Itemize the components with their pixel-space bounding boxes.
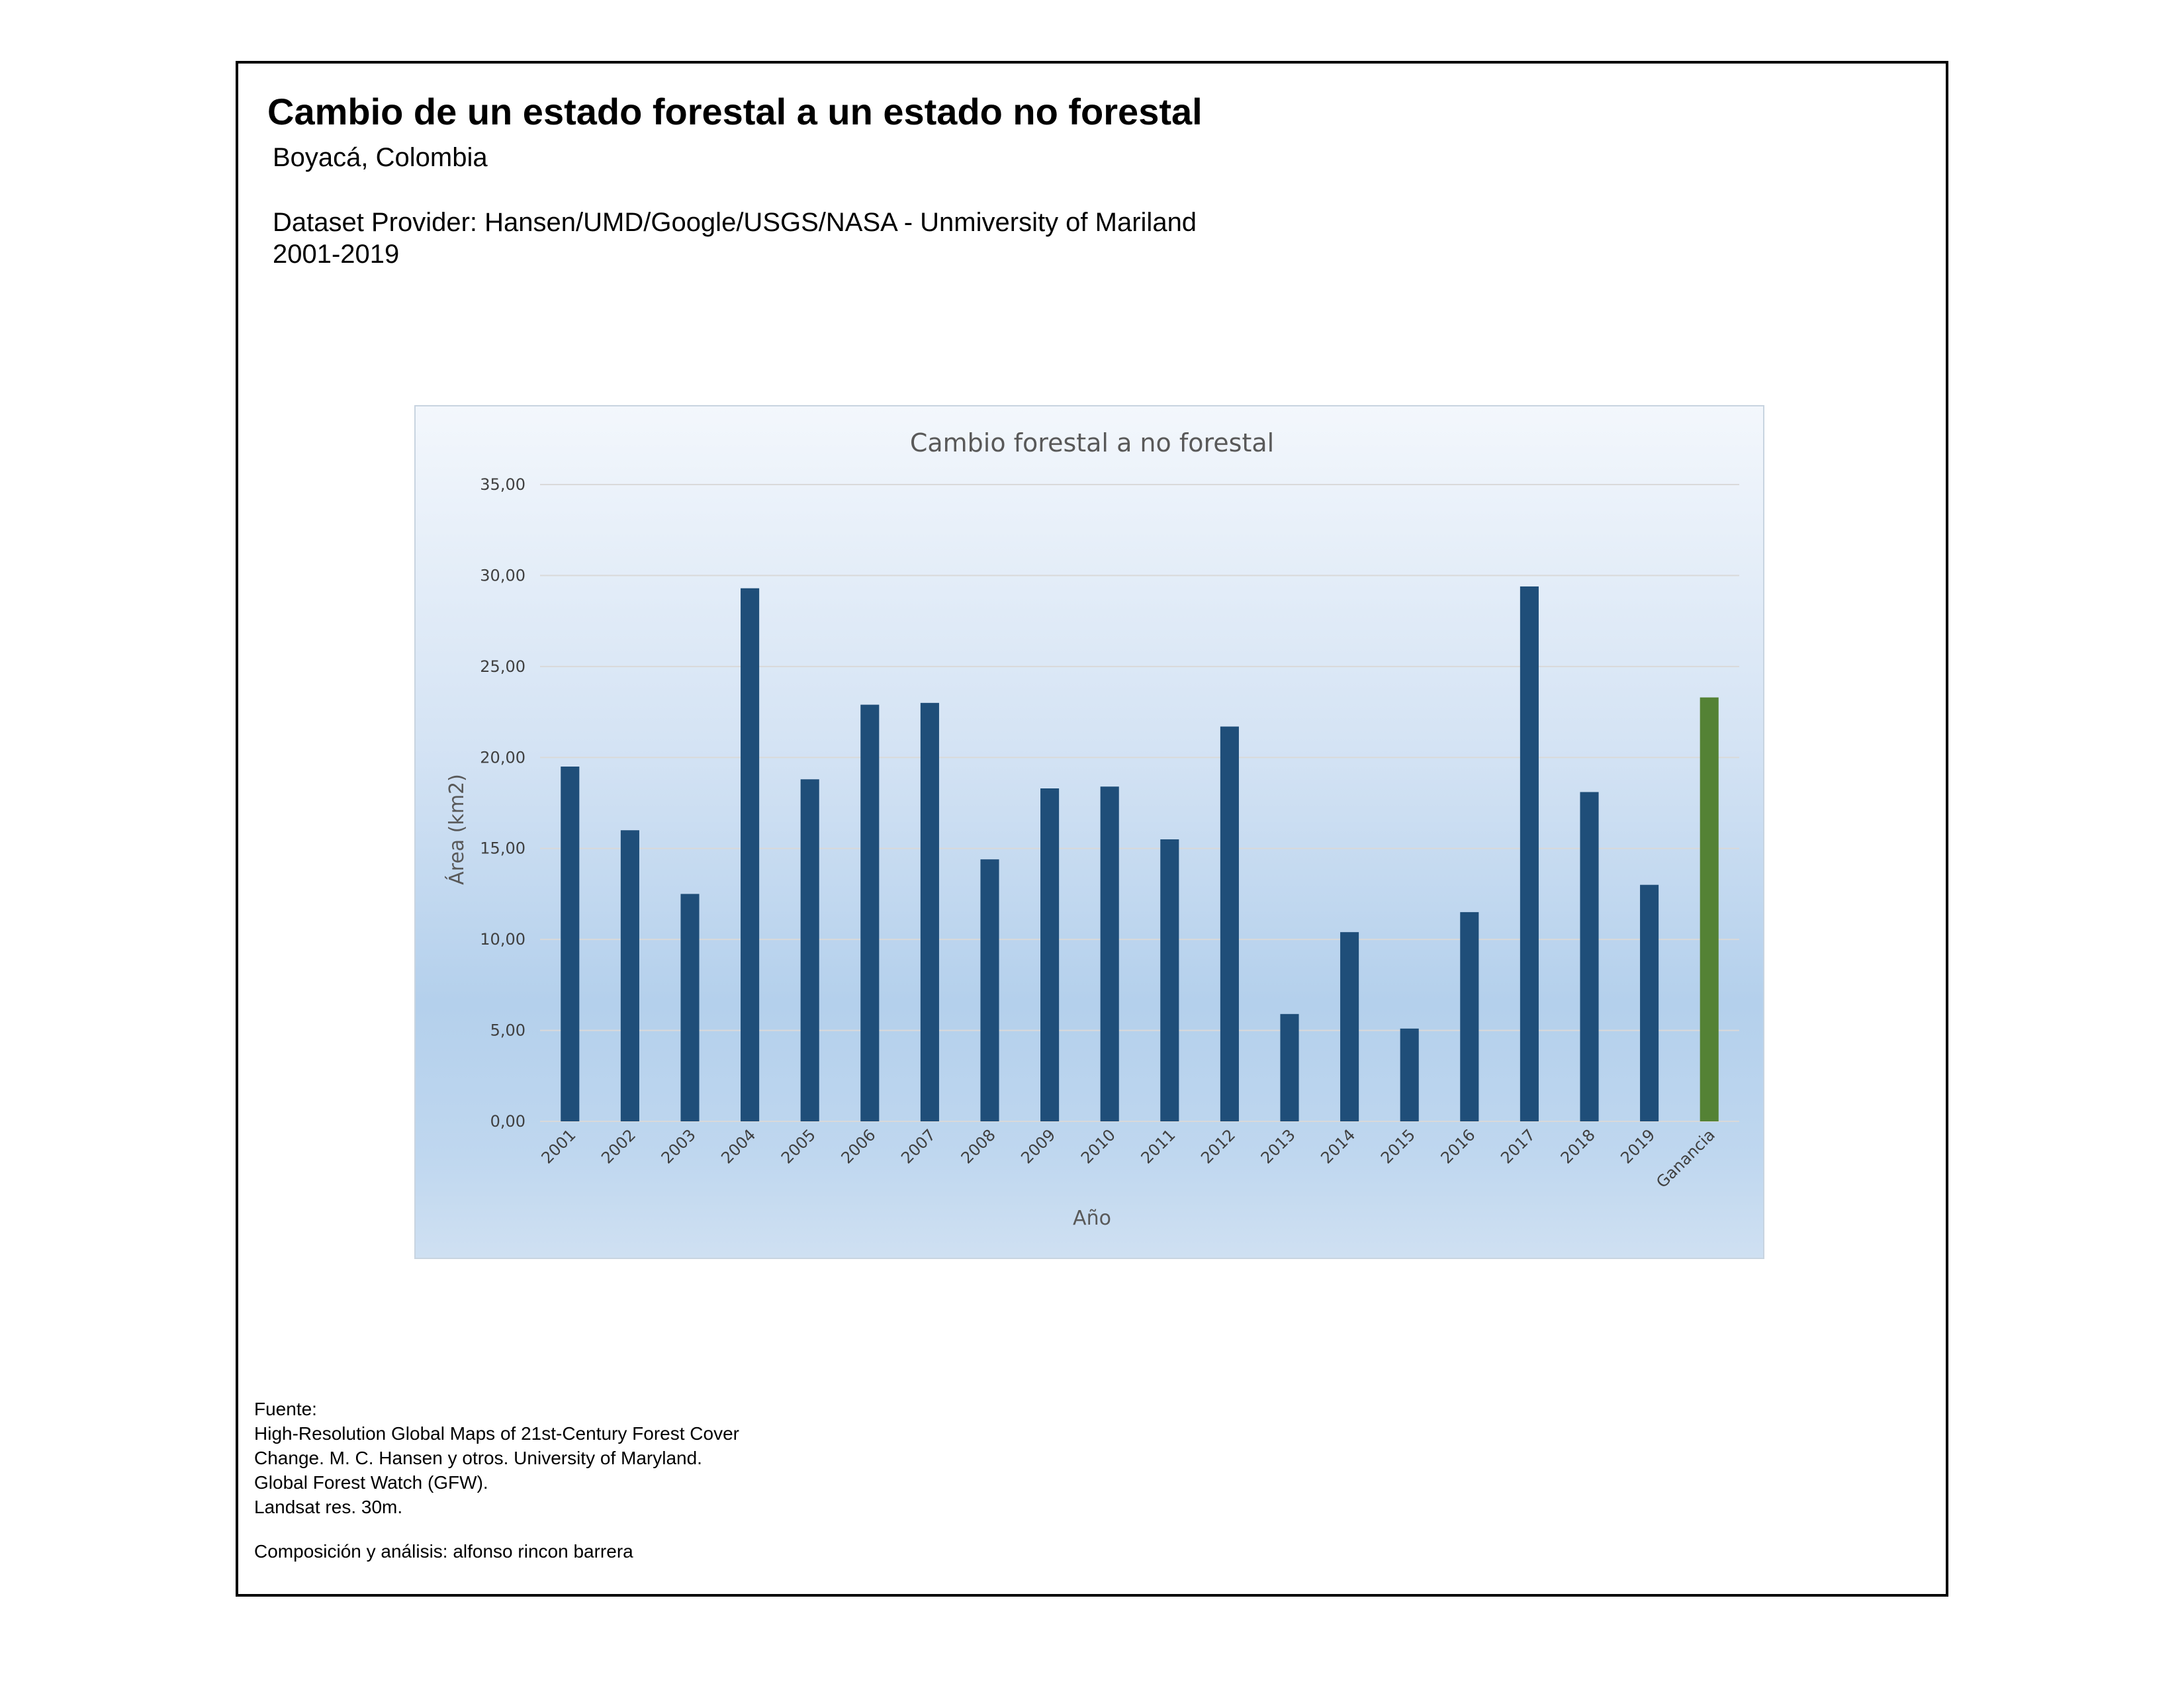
bar: [561, 767, 580, 1121]
x-tick-label: 2004: [717, 1125, 759, 1167]
bar: [1520, 586, 1539, 1121]
x-tick-label: 2019: [1617, 1125, 1659, 1167]
bar: [680, 894, 700, 1121]
chart-title: Cambio forestal a no forestal: [910, 428, 1274, 457]
y-tick-label: 0,00: [490, 1112, 525, 1131]
x-tick-label: 2006: [838, 1125, 880, 1167]
source-notes: Fuente: High-Resolution Global Maps of 2…: [254, 1397, 739, 1519]
y-tick-label: 5,00: [490, 1021, 525, 1040]
x-tick-label: 2007: [897, 1125, 939, 1167]
credit-line: Composición y análisis: alfonso rincon b…: [254, 1541, 633, 1562]
source-line: Global Forest Watch (GFW).: [254, 1472, 488, 1493]
bar: [1340, 932, 1359, 1121]
source-line: Change. M. C. Hansen y otros. University…: [254, 1448, 702, 1468]
page-subtitle: Boyacá, Colombia: [273, 143, 488, 172]
page-title: Cambio de un estado forestal a un estado…: [267, 91, 1203, 132]
y-tick-label: 10,00: [480, 930, 525, 949]
bar: [1460, 912, 1479, 1121]
bar: [741, 588, 760, 1121]
source-line: Landsat res. 30m.: [254, 1497, 403, 1517]
bar: [1100, 786, 1119, 1121]
y-tick-label: 25,00: [480, 657, 525, 676]
x-tick-label: 2017: [1497, 1125, 1539, 1167]
x-tick-label: 2014: [1317, 1125, 1359, 1167]
x-tick-label: 2009: [1017, 1125, 1059, 1167]
x-tick-label: 2002: [598, 1125, 639, 1167]
bar: [1160, 839, 1179, 1121]
y-axis-ticks: 0,00 5,00 10,00 15,00 20,00 25,00 30,00 35,00: [480, 475, 525, 1131]
x-tick-label: 2016: [1437, 1125, 1479, 1167]
y-axis-label: Área (km2): [445, 774, 469, 885]
bar: [1220, 726, 1239, 1121]
x-tick-label: 2003: [658, 1125, 700, 1167]
bar: [1640, 884, 1659, 1121]
x-tick-label: 2015: [1377, 1125, 1419, 1167]
bar-chart-panel: Cambio forestal a no forestal 0,00 5,00 10…: [414, 405, 1764, 1259]
bar: [800, 779, 819, 1121]
bar: [980, 859, 999, 1121]
bar: [1700, 697, 1719, 1121]
bar: [1400, 1028, 1419, 1121]
x-tick-label: 2010: [1077, 1125, 1119, 1167]
x-axis-label: Año: [1073, 1207, 1111, 1230]
x-tick-label: 2013: [1257, 1125, 1299, 1167]
x-tick-label: 2018: [1557, 1125, 1599, 1167]
x-tick-label: 2005: [778, 1125, 819, 1167]
bar: [920, 702, 939, 1121]
y-tick-label: 35,00: [480, 475, 525, 494]
bar-chart: Cambio forestal a no forestal 0,00 5,00 10…: [445, 428, 1739, 1230]
x-tick-label: 2012: [1197, 1125, 1239, 1167]
x-tick-label: 2011: [1138, 1125, 1179, 1167]
bar: [1280, 1013, 1299, 1121]
x-axis-ticks: 2001 2002 2003 2004 2005 2006 2007 2008 2009 2010…: [538, 1125, 1719, 1192]
source-line: Fuente:: [254, 1399, 317, 1419]
y-tick-label: 20,00: [480, 748, 525, 767]
bar: [1040, 788, 1060, 1121]
page-frame: [236, 61, 1948, 1597]
y-tick-label: 30,00: [480, 566, 525, 585]
bars: [561, 586, 1719, 1121]
source-line: High-Resolution Global Maps of 21st-Cent…: [254, 1423, 739, 1444]
bar: [860, 704, 880, 1121]
bar: [620, 830, 639, 1121]
dataset-provider: Dataset Provider: Hansen/UMD/Google/USGS…: [273, 208, 1197, 237]
x-tick-label: 2008: [958, 1125, 999, 1167]
y-tick-label: 15,00: [480, 839, 525, 858]
bar: [1580, 792, 1599, 1121]
x-tick-label: Ganancia: [1653, 1125, 1719, 1192]
x-tick-label: 2001: [538, 1125, 580, 1167]
period-label: 2001-2019: [273, 240, 400, 269]
gridlines: [540, 484, 1739, 1122]
